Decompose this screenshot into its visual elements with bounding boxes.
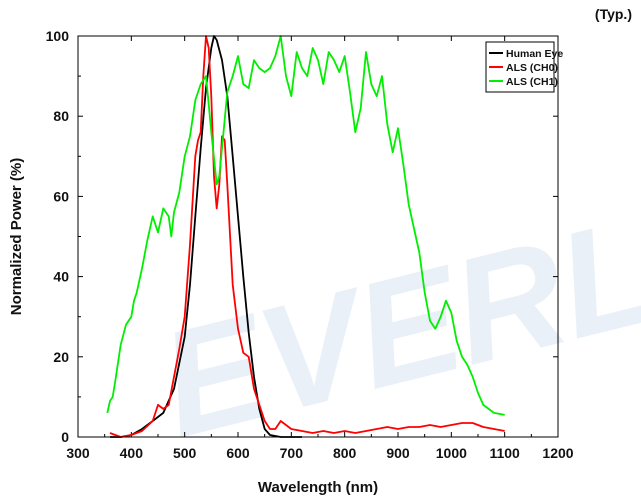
chart-annotation: (Typ.): [595, 6, 632, 22]
x-tick-label: 800: [333, 445, 357, 461]
series-line-als-ch0: [109, 35, 505, 438]
y-tick-label: 80: [53, 108, 69, 124]
x-tick-label: 700: [280, 445, 304, 461]
legend-entry-label: Human Eye: [506, 48, 563, 60]
y-axis-title: Normalized Power (%): [8, 158, 25, 316]
series-line-human-eye: [110, 35, 302, 438]
x-tick-label: 1000: [436, 445, 467, 461]
x-tick-label: 400: [120, 445, 144, 461]
x-tick-label: 1200: [542, 445, 573, 461]
y-tick-label: 40: [53, 269, 69, 285]
y-tick-label: 100: [46, 28, 70, 44]
y-tick-label: 20: [53, 349, 69, 365]
legend-entry-label: ALS (CH0): [506, 62, 558, 74]
x-tick-label: 1100: [489, 445, 520, 461]
y-tick-label: 0: [61, 429, 69, 445]
x-axis-title: Wavelength (nm): [258, 479, 378, 496]
x-tick-label: 600: [226, 445, 250, 461]
x-tick-label: 300: [66, 445, 90, 461]
legend: Human Eye ALS (CH0) ALS (CH1): [485, 41, 563, 93]
x-tick-label: 500: [173, 445, 197, 461]
series-layer: [106, 35, 505, 438]
axis-ticks: 300 400 500 600 700 800 900 1000 1100 1200 0 20 40 60…: [46, 28, 574, 461]
y-tick-label: 60: [53, 188, 69, 204]
x-tick-label: 900: [386, 445, 410, 461]
plot-area-frame: [77, 35, 559, 438]
series-line-als-ch1: [106, 35, 505, 416]
legend-entry-label: ALS (CH1): [506, 76, 558, 88]
